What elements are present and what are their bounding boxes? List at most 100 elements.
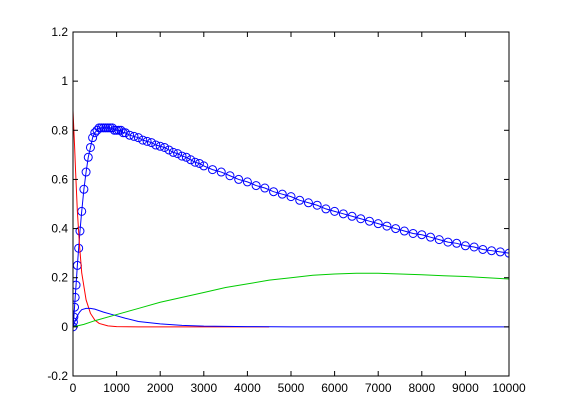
data-point — [208, 165, 218, 175]
series-1 — [73, 110, 270, 328]
data-point — [199, 161, 209, 171]
data-point — [234, 174, 244, 184]
data-point — [443, 237, 453, 247]
y-tick-label: 0 — [61, 320, 68, 334]
y-tick-label: 0.4 — [51, 222, 68, 236]
data-point — [260, 183, 270, 193]
data-point — [101, 123, 111, 133]
data-point — [434, 235, 444, 245]
series-line-1 — [73, 110, 270, 328]
data-point — [96, 123, 106, 133]
data-point — [79, 184, 89, 194]
data-point — [99, 123, 109, 133]
data-point — [364, 216, 374, 226]
data-point — [303, 198, 313, 208]
data-point — [73, 292, 80, 302]
x-tick-label: 9000 — [452, 381, 479, 395]
x-tick-label: 7000 — [365, 381, 392, 395]
series-0 — [73, 123, 509, 332]
data-point — [190, 157, 200, 167]
data-point — [94, 123, 104, 133]
data-point — [74, 243, 84, 253]
data-point — [75, 226, 85, 236]
data-point — [426, 232, 436, 242]
x-tick-label: 10000 — [492, 381, 526, 395]
y-tick-label: 0.6 — [51, 172, 68, 186]
data-point — [116, 125, 126, 135]
plot-area — [73, 110, 509, 332]
data-point — [129, 131, 139, 141]
data-point — [251, 181, 261, 191]
data-point — [73, 312, 79, 322]
data-point — [347, 211, 357, 221]
series-line-3 — [73, 272, 509, 328]
data-point — [373, 219, 383, 229]
data-point — [321, 204, 331, 214]
y-tick-label: 0.8 — [51, 123, 68, 137]
data-point — [81, 167, 91, 177]
data-point — [151, 140, 161, 150]
x-tick-label: 3000 — [190, 381, 217, 395]
data-point — [103, 123, 113, 133]
data-point — [164, 145, 174, 155]
data-point — [469, 242, 479, 252]
data-point — [504, 248, 509, 258]
data-point — [160, 142, 170, 152]
x-tick-label: 8000 — [408, 381, 435, 395]
series-line-2 — [73, 307, 509, 328]
data-point — [452, 238, 462, 248]
data-point — [73, 302, 80, 312]
data-point — [194, 158, 204, 168]
data-point — [225, 171, 235, 181]
series-3 — [73, 272, 509, 328]
data-point — [109, 125, 119, 135]
data-point — [487, 246, 497, 256]
data-point — [277, 189, 287, 199]
data-point — [146, 138, 156, 148]
data-point — [114, 125, 124, 135]
data-point — [177, 151, 187, 161]
data-point — [460, 241, 470, 251]
data-point — [216, 167, 226, 177]
x-tick-label: 4000 — [234, 381, 261, 395]
x-tick-label: 5000 — [278, 381, 305, 395]
y-tick-label: 0.2 — [51, 271, 68, 285]
data-point — [242, 177, 252, 187]
data-point — [181, 152, 191, 162]
x-tick-label: 1000 — [103, 381, 130, 395]
data-point — [338, 209, 348, 219]
data-point — [382, 221, 392, 231]
data-point — [356, 214, 366, 224]
data-point — [107, 123, 117, 133]
data-point — [83, 152, 93, 162]
data-point — [399, 226, 409, 236]
axes: 0 1000 2000 3000 4000 5000 6000 7000 8000 9000 100… — [47, 25, 526, 395]
data-point — [295, 195, 305, 205]
data-point — [112, 125, 122, 135]
data-point — [142, 136, 152, 146]
data-point — [330, 206, 340, 216]
data-point — [88, 133, 98, 143]
data-point — [125, 130, 135, 140]
data-point — [495, 247, 505, 257]
data-point — [417, 230, 427, 240]
x-tick-label: 0 — [70, 381, 77, 395]
data-point — [73, 280, 81, 290]
series-line-0 — [73, 127, 509, 327]
data-point — [408, 228, 418, 238]
data-point — [118, 128, 128, 138]
data-point — [173, 149, 183, 159]
x-tick-label: 6000 — [321, 381, 348, 395]
y-tick-label: -0.2 — [47, 369, 68, 383]
series-2 — [73, 307, 509, 328]
data-point — [186, 155, 196, 165]
data-point — [155, 141, 165, 151]
data-point — [312, 200, 322, 210]
y-tick-label: 1.2 — [51, 25, 68, 39]
data-point — [286, 192, 296, 202]
x-tick-label: 2000 — [147, 381, 174, 395]
y-tick-label: 1 — [61, 74, 68, 88]
data-point — [168, 147, 178, 157]
